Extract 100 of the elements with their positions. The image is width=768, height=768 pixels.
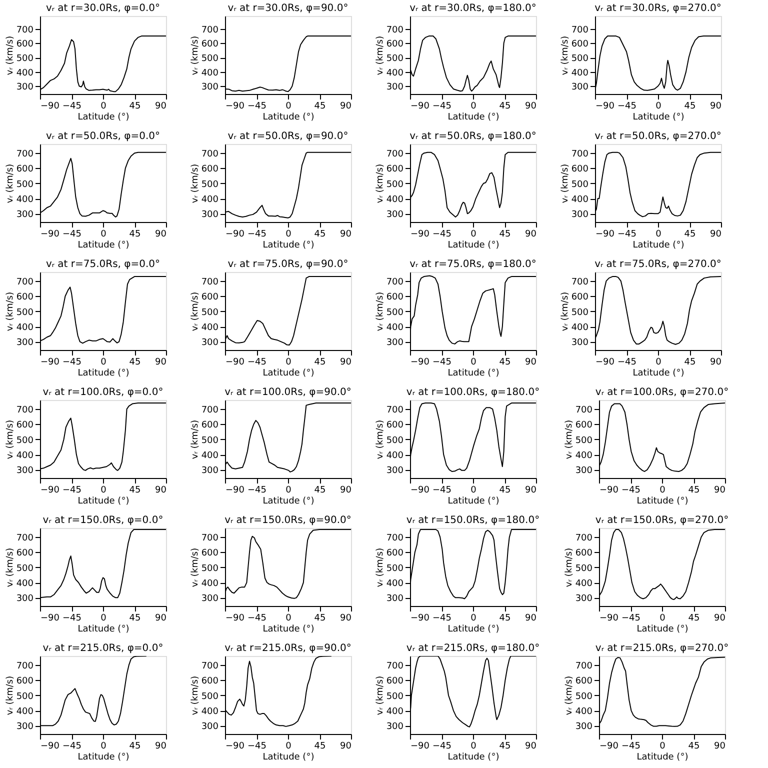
x-tick-label: 0	[286, 614, 292, 624]
y-tick-label: 400	[386, 579, 404, 590]
x-tick-label: 90	[340, 486, 352, 496]
y-tick-label: 600	[386, 548, 404, 559]
y-tick-label: 500	[386, 692, 404, 702]
x-tick-label: 0	[656, 102, 662, 112]
y-axis-title: vᵣ (km/s)	[5, 676, 16, 716]
x-tick-label: 45	[499, 358, 511, 368]
y-tick-label: 700	[201, 534, 219, 544]
y-tick-label: 600	[16, 548, 34, 559]
y-tick-label: 300	[201, 210, 219, 220]
chart-title: vᵣ at r=75.0Rs, φ=180.0°	[410, 259, 536, 270]
y-tick-label: 400	[386, 323, 404, 334]
y-tick-label: 400	[16, 323, 34, 334]
y-tick-label: 700	[386, 662, 404, 672]
x-axis-title: Latitude (°)	[448, 240, 500, 250]
y-tick-label: 500	[571, 54, 589, 64]
x-tick-label: −90	[40, 614, 60, 624]
y-tick-label: 500	[16, 564, 34, 574]
x-tick-label: 45	[314, 486, 326, 496]
y-axis-title: vᵣ (km/s)	[5, 292, 16, 332]
y-tick-label: 300	[16, 338, 34, 348]
x-axis-title: Latitude (°)	[78, 368, 130, 378]
y-tick-label: 700	[16, 25, 34, 36]
y-tick-label: 600	[201, 40, 219, 50]
y-tick-label: 400	[386, 451, 404, 462]
y-tick-label: 600	[201, 292, 219, 303]
y-tick-label: 500	[571, 308, 589, 318]
x-axis-title: Latitude (°)	[78, 240, 130, 250]
y-tick-label: 500	[201, 54, 219, 64]
y-tick-label: 700	[16, 662, 34, 672]
x-tick-label: 45	[314, 614, 326, 624]
y-axis-title: vᵣ (km/s)	[5, 164, 16, 204]
chart-title: vᵣ at r=215.0Rs, φ=180.0°	[406, 643, 540, 654]
y-tick-label: 400	[201, 707, 219, 718]
x-tick-label: 0	[470, 742, 477, 752]
y-tick-label: 700	[571, 150, 589, 160]
x-tick-label: −45	[432, 230, 452, 240]
x-tick-label: 0	[286, 486, 292, 496]
y-axis-title: vᵣ (km/s)	[5, 548, 16, 588]
y-tick-label: 300	[16, 594, 34, 604]
x-tick-label: −90	[226, 614, 245, 624]
y-tick-label: 400	[16, 68, 34, 78]
y-tick-label: 700	[16, 534, 34, 544]
x-tick-label: 45	[684, 358, 696, 368]
y-tick-label: 500	[386, 54, 404, 64]
x-tick-label: −45	[62, 742, 82, 752]
x-tick-label: −90	[596, 358, 615, 368]
y-tick-label: 300	[386, 82, 404, 93]
x-tick-label: 90	[525, 102, 537, 112]
y-tick-label: 500	[201, 564, 219, 574]
y-tick-label: 400	[201, 323, 219, 334]
chart-title: vᵣ at r=100.0Rs, φ=0.0°	[42, 387, 164, 398]
y-tick-label: 500	[575, 436, 593, 446]
x-tick-label: 45	[499, 742, 511, 752]
x-tick-label: 0	[660, 742, 666, 752]
y-tick-label: 300	[386, 722, 404, 732]
chart-title: vᵣ at r=100.0Rs, φ=270.0°	[595, 387, 729, 398]
x-tick-label: −45	[432, 102, 452, 112]
y-tick-label: 500	[16, 308, 34, 318]
y-tick-label: 600	[16, 292, 34, 303]
x-tick-label: 45	[129, 742, 141, 752]
x-tick-label: −45	[432, 742, 452, 752]
x-tick-label: 0	[660, 614, 666, 624]
x-tick-label: −45	[62, 230, 82, 240]
x-tick-label: 45	[499, 614, 511, 624]
x-tick-label: 45	[499, 486, 511, 496]
y-tick-label: 500	[575, 692, 593, 702]
y-tick-label: 300	[201, 338, 219, 348]
x-tick-label: 45	[684, 102, 696, 112]
y-tick-label: 300	[201, 466, 219, 476]
x-tick-label: −45	[248, 230, 266, 240]
x-tick-label: −45	[62, 614, 82, 624]
x-axis-title: Latitude (°)	[78, 752, 130, 762]
x-tick-label: −45	[618, 230, 636, 240]
y-tick-label: 300	[16, 466, 34, 476]
y-tick-label: 700	[201, 25, 219, 36]
x-tick-label: 45	[314, 102, 326, 112]
y-tick-label: 500	[16, 692, 34, 702]
x-axis-title: Latitude (°)	[448, 496, 500, 506]
y-tick-label: 400	[386, 195, 404, 206]
y-tick-label: 400	[571, 323, 589, 334]
x-tick-label: 90	[525, 230, 537, 240]
x-tick-label: −45	[62, 102, 82, 112]
y-axis-title: vᵣ (km/s)	[375, 164, 386, 204]
x-tick-label: −90	[600, 614, 619, 624]
y-tick-label: 700	[571, 25, 589, 36]
x-axis-title: Latitude (°)	[78, 624, 130, 634]
x-tick-label: 45	[688, 742, 700, 752]
y-tick-label: 400	[201, 68, 219, 78]
x-tick-label: −90	[226, 358, 245, 368]
y-axis-title: vᵣ (km/s)	[190, 36, 200, 76]
chart-title: vᵣ at r=50.0Rs, φ=180.0°	[410, 131, 536, 142]
x-tick-label: 90	[155, 742, 167, 752]
x-tick-label: −90	[40, 742, 60, 752]
chart-title: vᵣ at r=215.0Rs, φ=0.0°	[42, 643, 164, 654]
chart-title: vᵣ at r=50.0Rs, φ=0.0°	[46, 131, 160, 142]
chart-title: vᵣ at r=75.0Rs, φ=270.0°	[594, 259, 722, 270]
y-axis-title: vᵣ (km/s)	[5, 36, 16, 76]
x-axis-title: Latitude (°)	[262, 240, 314, 250]
